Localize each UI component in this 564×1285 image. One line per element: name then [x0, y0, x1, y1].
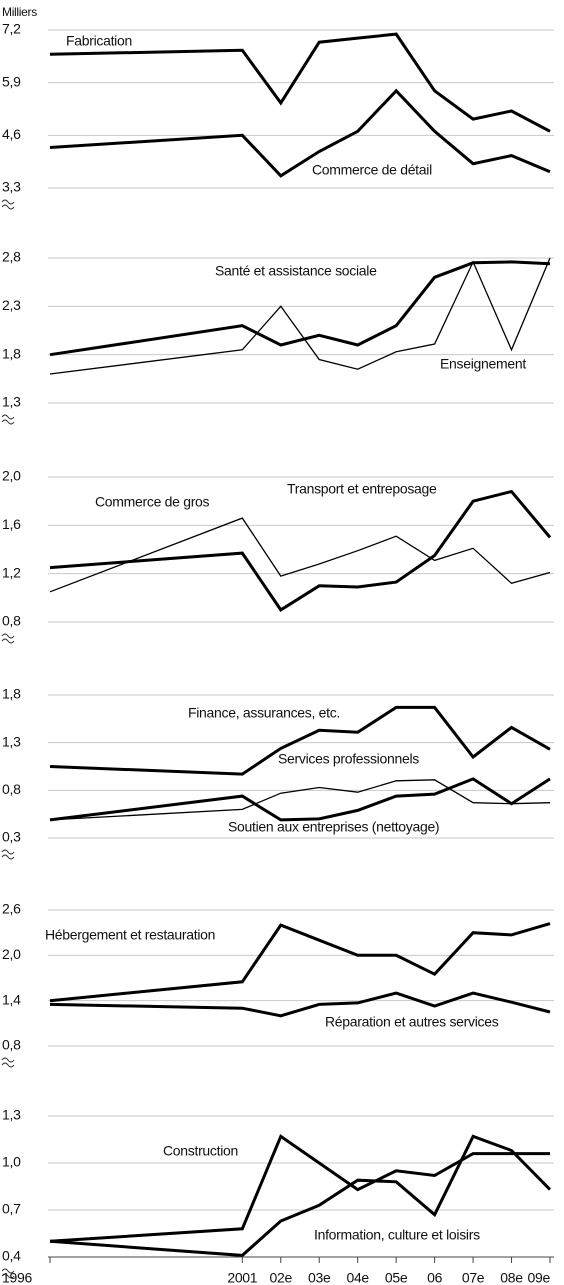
series-label: Commerce de gros	[95, 494, 210, 510]
axis-break	[1, 414, 15, 425]
series-line	[49, 32, 551, 133]
series-label: Construction	[163, 1143, 238, 1159]
x-tick-label: 04e	[346, 1270, 369, 1285]
y-tick-label: 1,3	[2, 733, 21, 749]
series-line	[49, 777, 551, 822]
series-line	[49, 88, 551, 178]
y-axis-unit: Milliers	[2, 5, 37, 19]
y-tick-label: 1,3	[2, 1107, 21, 1123]
y-tick-label: 2,6	[2, 901, 21, 917]
y-tick-label: 1,2	[2, 564, 21, 580]
y-tick-label: 0,8	[2, 1037, 21, 1053]
series-label: Services professionnels	[278, 751, 419, 767]
series-label: Santé et assistance sociale	[215, 263, 377, 279]
axis-break	[1, 199, 15, 210]
y-tick-label: 1,8	[2, 345, 21, 361]
x-tick-label: 03e	[308, 1270, 331, 1285]
y-tick-label: 0,3	[2, 829, 21, 845]
y-tick-label: 2,0	[2, 946, 21, 962]
x-tick-label: 05e	[385, 1270, 408, 1285]
series-label: Transport et entreposage	[287, 481, 437, 497]
series-line	[49, 1134, 550, 1243]
x-tick-label: 07e	[462, 1270, 485, 1285]
series-label: Enseignement	[440, 356, 526, 372]
series-line	[49, 779, 551, 821]
axis-break	[1, 849, 15, 860]
y-tick-label: 0,7	[2, 1201, 21, 1217]
x-tick-label: 06	[427, 1270, 442, 1285]
y-tick-label: 0,8	[2, 781, 21, 797]
series-line	[49, 489, 552, 612]
y-tick-label: 3,3	[2, 179, 21, 195]
series-label: Commerce de détail	[312, 162, 432, 178]
y-tick-label: 2,8	[2, 249, 21, 265]
series-label: Soutien aux entreprises (nettoyage)	[228, 819, 439, 835]
y-tick-label: 4,6	[2, 126, 21, 142]
series-label: Hébergement et restauration	[45, 927, 215, 943]
series-line	[49, 1134, 552, 1257]
x-tick-label: 2001	[227, 1270, 257, 1285]
series-label: Information, culture et loisirs	[314, 1227, 480, 1243]
y-tick-label: 1,0	[2, 1154, 21, 1170]
y-tick-label: 5,9	[2, 73, 21, 89]
series-line	[49, 257, 551, 375]
x-tick-label: 09e	[528, 1270, 551, 1285]
series-line	[49, 260, 551, 357]
series-line	[49, 922, 551, 1003]
series-label: Fabrication	[66, 33, 132, 49]
y-tick-label: 0,8	[2, 613, 21, 629]
axis-break	[1, 633, 15, 644]
axis-break	[1, 1268, 15, 1279]
x-tick-label: 08e	[500, 1270, 523, 1285]
y-tick-label: 2,3	[2, 297, 21, 313]
y-tick-label: 1,6	[2, 516, 21, 532]
y-tick-label: 1,8	[2, 686, 21, 702]
y-tick-label: 1,4	[2, 991, 21, 1007]
axis-break	[1, 1057, 15, 1068]
y-tick-label: 2,0	[2, 468, 21, 484]
series-line	[49, 705, 551, 776]
y-tick-label: 7,2	[2, 21, 21, 37]
y-tick-label: 0,4	[2, 1248, 21, 1264]
y-tick-label: 1,3	[2, 394, 21, 410]
series-label: Réparation et autres services	[325, 1014, 499, 1030]
x-tick-label: 02e	[270, 1270, 293, 1285]
x-tick-label: 1996	[2, 1270, 32, 1285]
series-label: Finance, assurances, etc.	[188, 705, 340, 721]
series-line	[49, 517, 551, 593]
series-line	[49, 991, 551, 1018]
